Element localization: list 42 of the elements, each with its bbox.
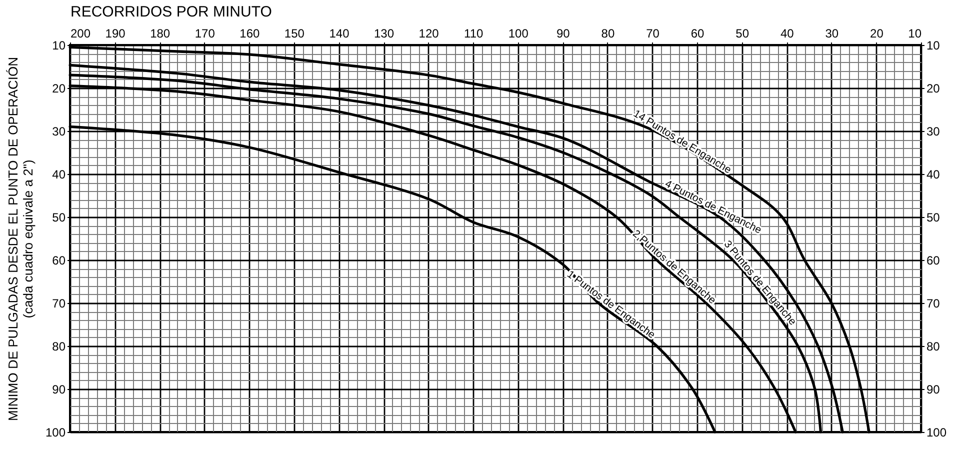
y2-tick-label: 10 [926,38,940,52]
x-tick-label: 130 [374,26,394,40]
y-tick-label: 90 [52,382,66,396]
x-tick-label: 30 [825,26,839,40]
x-tick-label: 120 [418,26,440,40]
y2-tick-label: 90 [926,382,940,396]
x-tick-label: 10 [908,26,922,40]
x-tick-label: 180 [150,26,170,40]
y-tick-label: 50 [52,210,66,224]
y-tick-label: 10 [52,38,66,52]
y2-tick-label: 60 [926,254,940,268]
x-tick-label: 190 [105,26,126,40]
y2-tick-label: 40 [926,168,940,182]
x-tick-label: 140 [329,26,350,40]
y2-tick-label: 20 [926,82,940,96]
x-axis-title: RECORRIDOS POR MINUTO [70,4,272,20]
y-tick-label: 30 [52,124,66,138]
y-tick-label: 60 [52,254,66,268]
x-tick-label: 50 [736,26,750,40]
x-tick-label: 80 [601,26,615,40]
x-tick-label: 160 [240,26,260,40]
x-tick-label: 70 [646,26,660,40]
x-tick-label: 60 [690,26,705,40]
y-tick-label: 40 [52,168,66,182]
y-tick-label: 100 [45,426,66,440]
y2-tick-label: 70 [926,296,940,310]
x-tick-label: 150 [284,26,305,40]
y-tick-label: 70 [52,296,66,310]
y-tick-label: 80 [52,340,66,354]
x-tick-label: 100 [508,26,529,40]
x-tick-label: 90 [556,26,570,40]
y2-tick-label: 50 [926,210,940,224]
y2-tick-label: 30 [926,124,940,138]
x-tick-label: 40 [780,26,794,40]
y2-tick-label: 100 [926,426,947,440]
x-tick-label: 110 [464,26,484,40]
y-tick-label: 20 [52,82,66,96]
x-tick-label: 170 [194,26,216,40]
x-tick-label: 200 [70,26,91,40]
y-axis-title: MINIMO DE PULGADAS DESDE EL PUNTO DE OPERACIÓN (cada cuadro equivale a 2") [5,56,36,422]
x-tick-label: 20 [870,26,884,40]
y2-tick-label: 80 [926,340,940,354]
